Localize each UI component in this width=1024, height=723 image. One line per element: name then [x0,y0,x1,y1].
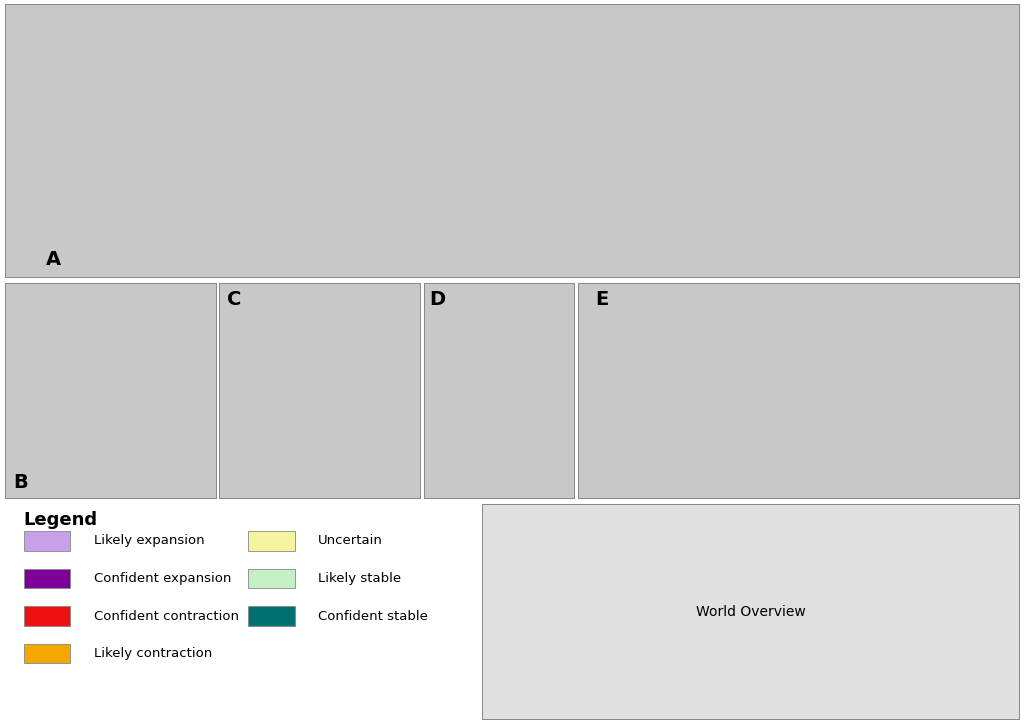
Text: Likely stable: Likely stable [317,572,401,585]
FancyBboxPatch shape [24,607,71,626]
FancyBboxPatch shape [248,569,295,589]
Text: B: B [13,473,29,492]
Text: A: A [46,250,60,269]
Text: Likely contraction: Likely contraction [94,647,212,660]
Text: Likely expansion: Likely expansion [94,534,205,547]
FancyBboxPatch shape [24,569,71,589]
Text: E: E [595,290,608,309]
FancyBboxPatch shape [248,607,295,626]
Text: Confident expansion: Confident expansion [94,572,231,585]
Text: World Overview: World Overview [695,605,805,619]
Text: C: C [227,290,242,309]
Text: Confident contraction: Confident contraction [94,609,239,623]
Text: Legend: Legend [24,510,98,529]
Text: D: D [430,290,445,309]
Text: Confident stable: Confident stable [317,609,428,623]
Text: Uncertain: Uncertain [317,534,383,547]
FancyBboxPatch shape [248,531,295,550]
FancyBboxPatch shape [24,531,71,550]
FancyBboxPatch shape [24,644,71,664]
